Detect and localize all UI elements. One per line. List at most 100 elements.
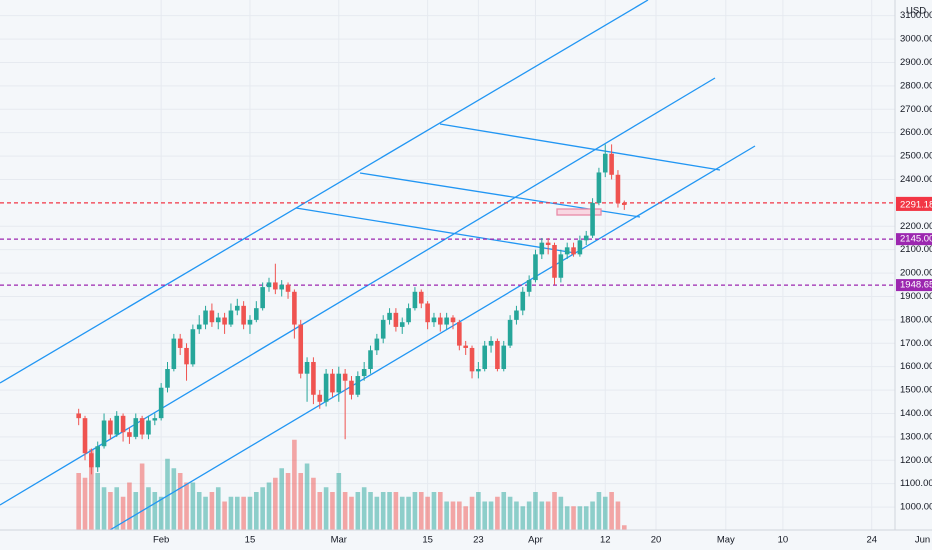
y-tick-label: 2600.00 [900, 127, 932, 138]
volume-bar [495, 496, 500, 530]
volume-bar [279, 468, 284, 530]
candle-body [323, 373, 329, 402]
volume-bar [476, 492, 481, 530]
volume-bar [564, 506, 570, 530]
candle-body [495, 340, 500, 370]
volume-bar [304, 463, 310, 530]
volume-bar [273, 477, 278, 530]
level-label-bg [896, 198, 932, 211]
candle-body [558, 254, 564, 278]
volume-bar [234, 496, 240, 530]
volume-bar [266, 482, 272, 530]
candle-body [590, 202, 595, 236]
volume-bar [539, 501, 545, 530]
candle-body [133, 418, 139, 437]
volume-bar [399, 496, 405, 530]
candle-body [425, 303, 430, 323]
volume-bar [590, 501, 595, 530]
candle-body [564, 247, 570, 255]
volume-bar [533, 492, 538, 530]
volume-bar [133, 492, 139, 530]
price-axis-bg [895, 0, 932, 550]
volume-bar [292, 439, 297, 530]
candle-body [501, 345, 507, 370]
candle-body [368, 350, 373, 370]
y-tick-label: 2400.00 [900, 174, 932, 185]
volume-bar [418, 492, 424, 530]
volume-bar [247, 496, 253, 530]
candle-body [222, 317, 227, 325]
y-tick-label: 2000.00 [900, 268, 932, 279]
volume-bar [558, 496, 564, 530]
volume-bar [108, 492, 113, 530]
candle-body [285, 284, 291, 292]
volume-bar [209, 492, 215, 530]
volume-bar [368, 492, 373, 530]
candle-body [139, 418, 145, 435]
volume-bar [165, 458, 170, 530]
candle-body [241, 305, 246, 325]
candle-body [533, 254, 538, 281]
candle-body [273, 282, 278, 290]
candle-body [399, 322, 405, 327]
candle-body [609, 153, 614, 175]
candle-body [387, 312, 392, 320]
volume-bar [425, 496, 430, 530]
y-tick-label: 3100.00 [900, 10, 932, 21]
candle-body [438, 317, 443, 325]
candle-body [469, 347, 475, 372]
volume-bar [571, 506, 576, 530]
candle-body [602, 153, 608, 173]
volume-bar [488, 501, 494, 530]
volume-bar [342, 492, 348, 530]
volume-bar [76, 473, 81, 530]
candle-body [330, 373, 335, 393]
volume-bar [450, 501, 456, 530]
volume-bar [190, 482, 196, 530]
volume-bar [387, 492, 392, 530]
candle-body [89, 453, 94, 468]
candle-body [298, 324, 304, 374]
volume-bar [602, 496, 608, 530]
volume-bar [139, 463, 145, 530]
volume-bar [520, 506, 526, 530]
y-tick-label: 1900.00 [900, 291, 932, 302]
volume-bar [482, 501, 488, 530]
volume-bar [380, 492, 386, 530]
position-box [556, 208, 602, 216]
x-tick-label: May [717, 535, 735, 546]
candle-body [476, 369, 481, 372]
x-tick-label: Feb [153, 535, 169, 546]
grid [0, 0, 923, 530]
volume-bar [552, 492, 557, 530]
candle-body [552, 244, 557, 278]
y-tick-label: 2200.00 [900, 221, 932, 232]
candles [76, 144, 627, 475]
volume-bar [355, 492, 361, 530]
level-label-bg [896, 279, 932, 292]
volume-bar [222, 501, 227, 530]
y-tick-label: 1500.00 [900, 385, 932, 396]
volume-bar [501, 492, 507, 530]
volume-bar [336, 473, 342, 530]
y-tick-label: 1200.00 [900, 455, 932, 466]
volume-bar [583, 506, 589, 530]
candle-body [292, 291, 297, 325]
candle-body [342, 373, 348, 381]
volume-bar [609, 492, 614, 530]
volume-bar [444, 501, 449, 530]
volume-bar [152, 492, 158, 530]
candle-body [196, 324, 202, 330]
volume-bar [615, 501, 621, 530]
candle-body [393, 312, 399, 327]
candle-body [184, 347, 189, 365]
candle-body [514, 310, 519, 320]
x-tick-label: Jun [915, 535, 930, 546]
candle-body [165, 369, 170, 388]
volume-bar [120, 496, 126, 530]
volume-bar [469, 496, 475, 530]
y-tick-label: 1800.00 [900, 314, 932, 325]
candle-body [266, 282, 272, 288]
